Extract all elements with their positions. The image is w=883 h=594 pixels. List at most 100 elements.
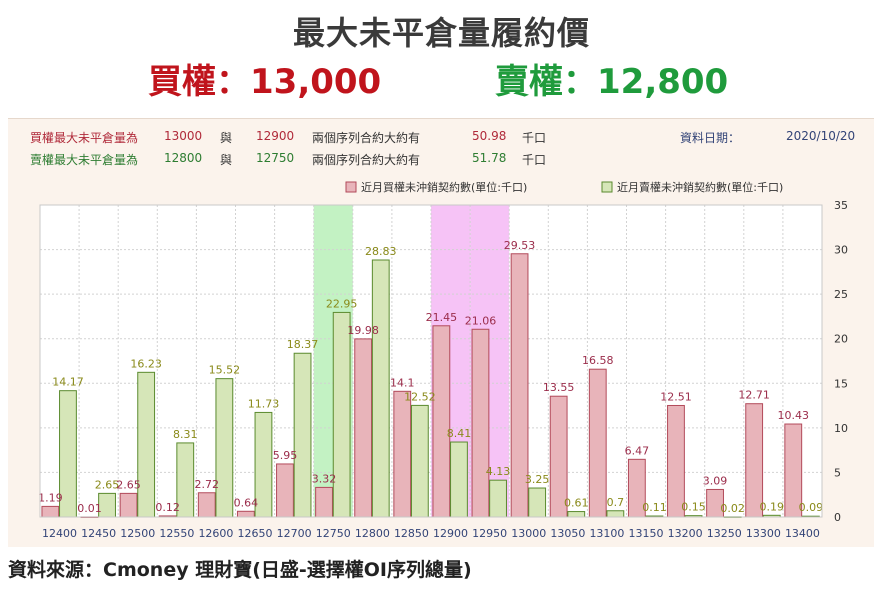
put-bar-13100 [606, 510, 625, 518]
legend-put-swatch [601, 181, 613, 193]
put-value-label-12650: 11.73 [248, 397, 280, 410]
x-tick-label-13000: 13000 [511, 527, 546, 540]
put-value-label-12700: 18.37 [287, 338, 319, 351]
call-value-label-13150: 6.47 [625, 444, 650, 457]
put-value-label-13100: 0.7 [607, 496, 625, 509]
call-value-label-13250: 3.09 [703, 474, 728, 487]
put-value-label-12800: 28.83 [365, 245, 397, 258]
y-tick-label-0: 0 [834, 511, 841, 524]
put-info-unit: 千口 [522, 153, 547, 167]
x-tick-label-12950: 12950 [472, 527, 507, 540]
chart-panel: 買權最大未平倉量為 13000 與 12900 兩個序列合約大約有 50.98 … [8, 118, 874, 547]
x-tick-label-13300: 13300 [746, 527, 781, 540]
put-value-label-12400: 14.17 [52, 376, 84, 389]
call-bar-12700 [276, 463, 294, 518]
legend-call-swatch [345, 181, 357, 193]
call-info-strike1: 13000 [164, 129, 203, 143]
call-info-desc: 兩個序列合約大約有 [312, 131, 421, 145]
put-value-label-13000: 3.25 [525, 473, 550, 486]
x-tick-label-12550: 12550 [159, 527, 194, 540]
x-tick-label-12700: 12700 [277, 527, 312, 540]
call-bar-12850 [393, 390, 412, 518]
put-bar-12500 [137, 371, 156, 518]
call-bar-13100 [588, 368, 607, 518]
call-bar-12600 [197, 492, 216, 518]
call-bar-12750 [315, 486, 333, 518]
call-value-label-12500: 2.65 [116, 478, 141, 491]
call-info-label: 買權最大未平倉量為 [30, 131, 139, 145]
put-bar-12850 [410, 404, 429, 518]
y-tick-label-20: 20 [834, 333, 848, 346]
call-bar-12800 [354, 338, 373, 518]
call-bar-12900 [432, 325, 451, 518]
put-value-label-13150: 0.11 [642, 501, 667, 514]
oi-bar-chart: 1.19 14.17 0.01 2.652.65 16.23 0.12 8.31 2.72 15… [38, 180, 848, 540]
call-value-label-12800: 19.98 [347, 324, 379, 337]
date-label: 資料日期： [680, 131, 741, 145]
x-tick-label-12400: 12400 [42, 527, 77, 540]
x-tick-label-12600: 12600 [198, 527, 233, 540]
call-info-unit: 千口 [522, 131, 547, 145]
call-info-conj: 與 [220, 131, 233, 145]
put-max-oi-summary: 賣權：12,800 [495, 62, 729, 102]
y-axis-ticks: 0 5 10 15 20 25 30 35 [834, 199, 848, 524]
y-tick-label-25: 25 [834, 288, 848, 301]
put-info-label: 賣權最大未平倉量為 [30, 153, 139, 167]
call-value-label-12900: 21.45 [426, 311, 458, 324]
y-tick-label-15: 15 [834, 377, 848, 390]
put-info-strike1: 12800 [164, 151, 203, 165]
chart-title: 最大未平倉量履約價 [292, 14, 590, 52]
put-value-label-12500: 16.23 [130, 357, 162, 370]
put-value-label-12550: 8.31 [173, 428, 198, 441]
legend-call-label: 近月買權未沖銷契約數(單位:千口) [361, 180, 527, 194]
legend: 近月買權未沖銷契約數(單位:千口) 近月賣權未沖銷契約數(單位:千口) [345, 180, 783, 194]
put-value-label-12600: 15.52 [209, 364, 241, 377]
source-note: 資料來源：Cmoney 理財寶(日盛-選擇權OI序列總量) [8, 559, 472, 581]
call-value-label-13300: 12.71 [738, 389, 770, 402]
date-info: 資料日期： 2020/10/20 [680, 129, 855, 146]
x-tick-label-12450: 12450 [81, 527, 116, 540]
call-value-label-13100: 16.58 [582, 354, 614, 367]
put-value-label-12850: 12.52 [404, 390, 436, 403]
put-info-amount: 51.78 [472, 151, 507, 165]
put-value-label-13050: 0.61 [564, 497, 589, 510]
x-tick-label-12850: 12850 [394, 527, 429, 540]
call-info-row: 買權最大未平倉量為 13000 與 12900 兩個序列合約大約有 50.98 … [30, 129, 546, 146]
put-bar-12700 [293, 352, 312, 518]
x-tick-label-13250: 13250 [707, 527, 742, 540]
call-bar-12400 [41, 505, 60, 518]
call-max-oi-summary: 買權：13,000 [148, 62, 382, 102]
put-value-label-12900: 8.41 [447, 427, 472, 440]
call-value-label-12950: 21.06 [465, 314, 497, 327]
put-value-label-13250: 0.02 [720, 502, 745, 515]
call-value-label-12850: 14.1 [390, 376, 415, 389]
put-info-row: 賣權最大未平倉量為 12800 與 12750 兩個序列合約大約有 51.78 … [30, 151, 546, 168]
call-value-label-12700: 5.95 [273, 449, 298, 462]
data-labels: 1.19 14.17 0.01 2.652.65 16.23 0.12 8.31 2.72 15… [38, 239, 823, 515]
y-tick-label-10: 10 [834, 422, 848, 435]
x-tick-label-13050: 13050 [550, 527, 585, 540]
x-axis-ticks: 12400 12450 12500 12550 12600 12650 12700 12750… [42, 527, 820, 540]
y-tick-label-35: 35 [834, 199, 848, 212]
put-bar-12950 [489, 479, 507, 518]
call-value-label-12650: 0.64 [234, 496, 259, 509]
y-tick-label-5: 5 [834, 466, 841, 479]
call-value-label-12600: 2.72 [195, 478, 220, 491]
put-value-label-12450: 2.65 [95, 478, 120, 491]
call-value-label-12400: 1.19 [38, 491, 63, 504]
put-bar-13000 [528, 487, 547, 518]
call-value-label-13050: 13.55 [543, 381, 575, 394]
put-bar-12800 [371, 259, 390, 518]
call-value-label-13400: 10.43 [778, 409, 810, 422]
put-value-label-13200: 0.15 [681, 501, 706, 514]
date-value: 2020/10/20 [786, 129, 856, 143]
put-bar-12600 [215, 378, 234, 518]
x-tick-label-12750: 12750 [316, 527, 351, 540]
x-tick-label-12900: 12900 [433, 527, 468, 540]
call-value-label-13000: 29.53 [504, 239, 536, 252]
plot-frame [39, 204, 823, 518]
put-value-label-12950: 4.13 [486, 465, 511, 478]
x-tick-label-12800: 12800 [355, 527, 390, 540]
x-tick-label-12650: 12650 [238, 527, 273, 540]
put-info-strike2: 12750 [256, 151, 295, 165]
